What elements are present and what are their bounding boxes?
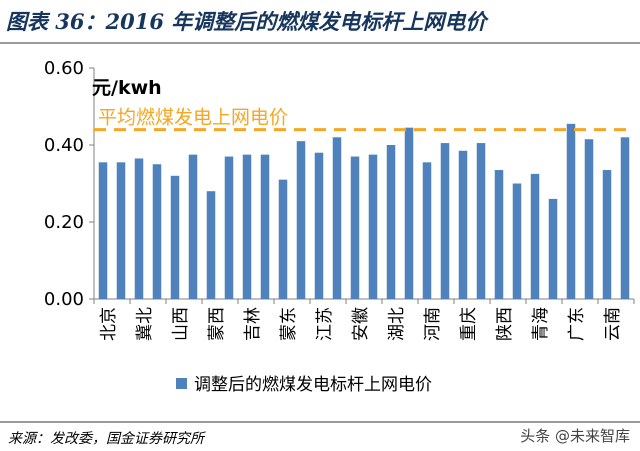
chart-title: 图表 36：2016 年调整后的燃煤发电标杆上网电价 xyxy=(6,9,487,34)
bar-series xyxy=(98,123,630,299)
x-tick-label: 蒙东 xyxy=(279,307,299,341)
x-tick-label: 安徽 xyxy=(351,307,371,341)
bar xyxy=(98,162,108,299)
bar xyxy=(260,154,270,299)
bar xyxy=(242,154,252,299)
bar xyxy=(188,154,198,299)
bar xyxy=(458,150,468,299)
bar xyxy=(404,127,414,299)
bar xyxy=(494,170,504,299)
x-tick-label: 吉林 xyxy=(243,307,263,341)
y-axis-ticks: 0.00 0.20 0.40 0.60 xyxy=(44,58,94,310)
average-line-label: 平均燃煤发电上网电价 xyxy=(98,107,288,129)
legend-label: 调整后的燃煤发电标杆上网电价 xyxy=(194,375,432,395)
bar xyxy=(332,137,342,299)
bar xyxy=(296,141,306,299)
bar xyxy=(566,123,576,299)
bar xyxy=(422,162,432,299)
watermark: 头条 @未来智库 xyxy=(520,427,630,445)
bar xyxy=(620,137,630,299)
bar xyxy=(530,173,540,299)
x-tick-label: 湖北 xyxy=(387,307,407,341)
y-tick-label: 0.00 xyxy=(44,289,84,310)
source-note: 来源：发改委，国金证券研究所 xyxy=(8,431,204,447)
x-tick-label: 广东 xyxy=(567,307,587,341)
legend-swatch xyxy=(176,378,187,389)
x-tick-label: 河南 xyxy=(423,307,443,341)
x-tick-label: 重庆 xyxy=(459,307,479,341)
y-tick-label: 0.20 xyxy=(44,212,84,233)
x-tick-label: 云南 xyxy=(603,307,623,341)
bar xyxy=(224,156,234,299)
bar xyxy=(134,158,144,299)
source-bar: 来源：发改委，国金证券研究所 头条 @未来智库 xyxy=(0,421,640,451)
bar xyxy=(386,145,396,299)
bar xyxy=(314,152,324,299)
bar xyxy=(440,143,450,299)
bar xyxy=(170,175,180,299)
x-tick-label: 江苏 xyxy=(315,307,335,341)
y-axis-unit-label: 元/kwh xyxy=(92,77,162,99)
x-tick-label: 蒙西 xyxy=(207,307,227,341)
x-tick-label: 青海 xyxy=(531,307,551,341)
x-tick-label: 冀北 xyxy=(135,307,155,341)
bar xyxy=(602,170,612,299)
bar xyxy=(368,154,378,299)
bar xyxy=(548,198,558,299)
bar xyxy=(278,179,288,299)
x-tick-label: 陕西 xyxy=(495,307,515,341)
bar xyxy=(584,139,594,299)
bar xyxy=(116,162,126,299)
bar xyxy=(206,191,216,299)
bar xyxy=(152,164,162,299)
bar xyxy=(512,183,522,299)
bar xyxy=(350,156,360,299)
x-tick-label: 北京 xyxy=(99,307,119,341)
y-tick-label: 0.60 xyxy=(44,58,84,79)
bar xyxy=(476,143,486,299)
x-axis-labels: 北京 冀北 山西 蒙西 吉林 蒙东 江苏 安徽 湖北 河南 重庆 陕西 青海 广东 云南 xyxy=(93,299,635,341)
bar-chart: 0.00 0.20 0.40 0.60 元/kwh 平均燃煤发电上网电价 北京 冀北 山西… xyxy=(44,58,635,395)
title-bar: 图表 36：2016 年调整后的燃煤发电标杆上网电价 xyxy=(0,0,640,44)
x-tick-label: 山西 xyxy=(171,307,191,341)
y-tick-label: 0.40 xyxy=(44,135,84,156)
